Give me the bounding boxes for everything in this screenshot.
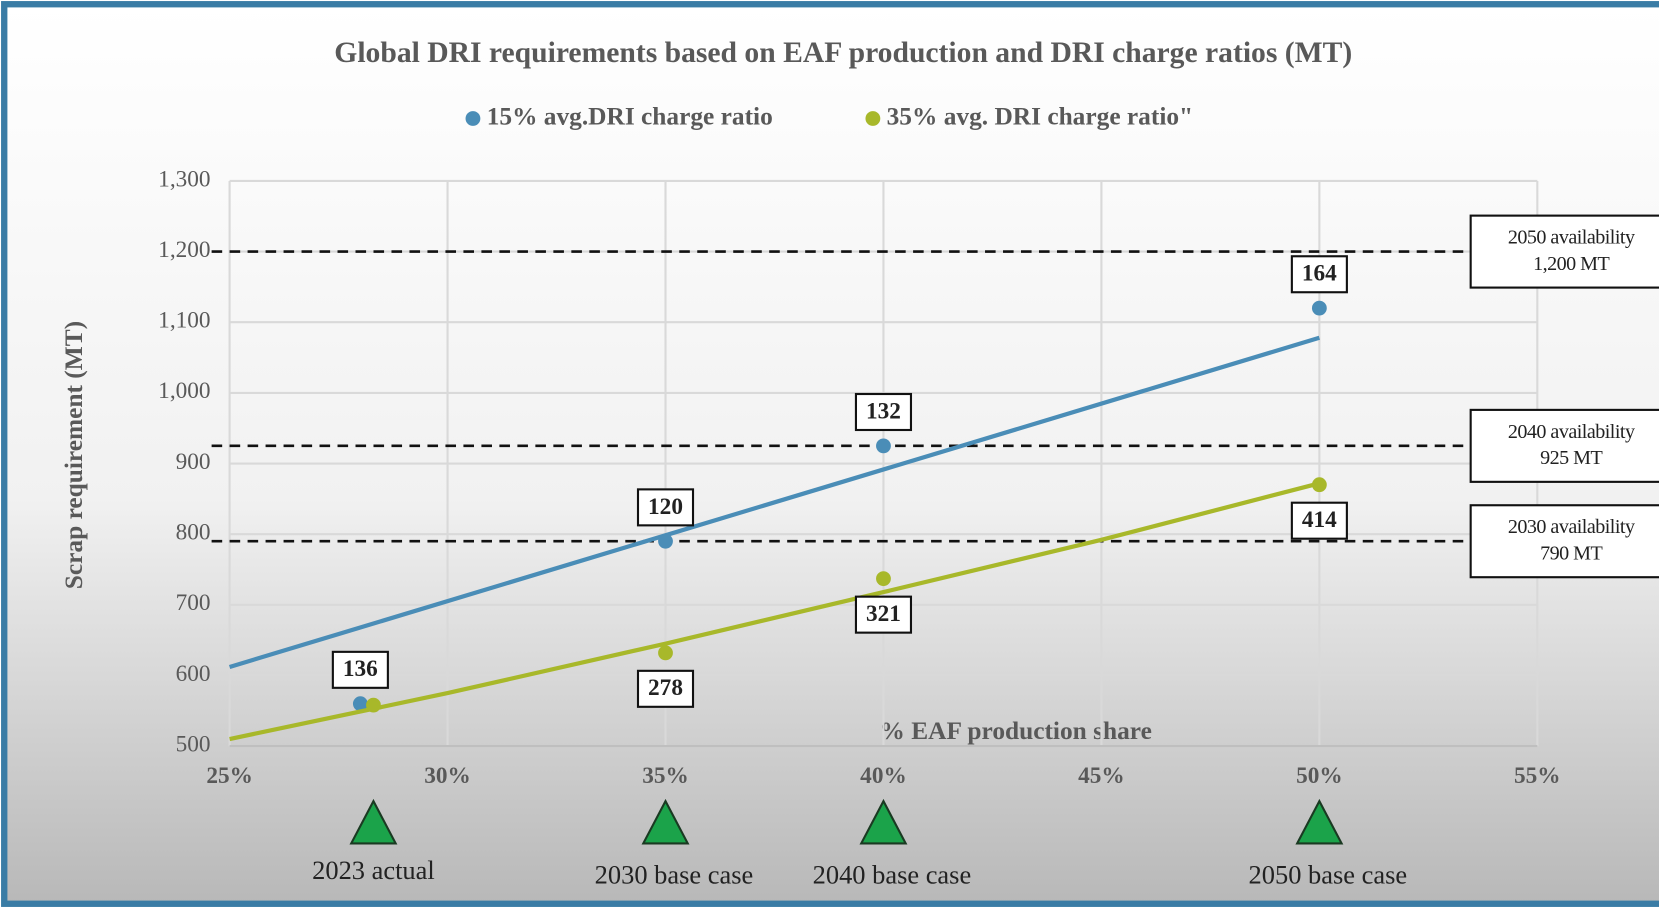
x-tick-label: 55% <box>1514 763 1561 789</box>
annotation-box <box>1469 504 1659 579</box>
data-point <box>352 696 368 712</box>
milestone-label: 2040 base case <box>813 859 972 889</box>
y-tick-label: 1,300 <box>158 166 210 192</box>
data-point <box>1311 477 1327 493</box>
point-label: 321 <box>866 601 901 627</box>
y-tick-label: 900 <box>176 449 211 475</box>
y-axis-title: Scrap requirement (MT) <box>60 321 88 589</box>
milestone-label: 2050 base case <box>1249 859 1408 889</box>
milestone-label: 2030 base case <box>595 859 754 889</box>
y-tick-label: 1,200 <box>158 237 210 263</box>
trendline <box>229 481 1320 742</box>
annotation-text: 1,200 MT <box>1533 253 1609 275</box>
legend-marker <box>865 111 881 126</box>
point-label-box <box>636 669 695 708</box>
data-point <box>876 571 891 587</box>
point-label: 120 <box>648 494 683 520</box>
milestone-label: 2023 actual <box>312 855 435 885</box>
y-tick-label: 1,000 <box>158 378 210 404</box>
data-point <box>658 533 673 549</box>
y-tick-label: 700 <box>176 590 211 616</box>
x-axis-title: % EAF production share <box>880 717 1152 745</box>
x-tick-label: 50% <box>1296 763 1343 789</box>
y-tick-label: 500 <box>176 731 211 757</box>
point-label-box <box>854 595 913 634</box>
point-label-box <box>331 650 389 689</box>
point-label-box <box>1290 501 1348 540</box>
trendline <box>228 335 1320 669</box>
point-label-box <box>854 392 913 432</box>
data-point <box>658 645 673 661</box>
x-tick-label: 45% <box>1078 763 1125 789</box>
legend-label: 15% avg.DRI charge ratio <box>487 102 773 130</box>
x-tick-label: 35% <box>642 763 689 789</box>
annotation-text: 2050 availability <box>1508 227 1635 249</box>
point-label: 414 <box>1302 507 1337 533</box>
annotation-text: 925 MT <box>1540 447 1602 469</box>
chart-title: Global DRI requirements based on EAF pro… <box>334 37 1352 69</box>
annotation-box <box>1469 214 1659 289</box>
annotation-box <box>1469 408 1659 483</box>
annotation-text: 2030 availability <box>1508 516 1635 538</box>
milestone-marker <box>1295 798 1344 845</box>
legend-marker <box>465 111 481 126</box>
milestone-marker <box>641 798 690 845</box>
milestone-marker <box>349 798 398 845</box>
point-label: 136 <box>343 656 378 682</box>
x-tick-label: 40% <box>860 763 907 789</box>
point-label: 132 <box>866 398 901 424</box>
x-tick-label: 30% <box>424 763 471 789</box>
data-point <box>366 697 381 713</box>
y-tick-label: 600 <box>176 661 211 687</box>
data-point <box>876 438 891 454</box>
point-label-box <box>636 488 695 527</box>
y-tick-label: 1,100 <box>158 308 210 334</box>
point-label: 164 <box>1302 261 1337 287</box>
point-label: 278 <box>648 675 683 701</box>
annotation-text: 790 MT <box>1540 543 1602 565</box>
legend-label: 35% avg. DRI charge ratio" <box>887 102 1194 130</box>
y-tick-label: 800 <box>176 520 211 546</box>
data-point <box>1311 300 1327 316</box>
point-label-box <box>1290 255 1348 294</box>
milestone-marker <box>859 798 908 845</box>
annotation-text: 2040 availability <box>1508 421 1635 443</box>
x-tick-label: 25% <box>206 763 253 789</box>
